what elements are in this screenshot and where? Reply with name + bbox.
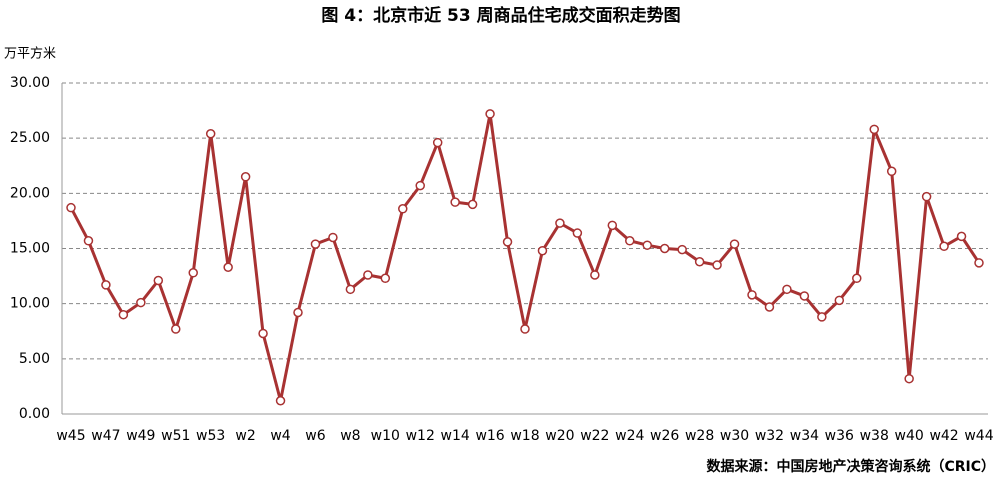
data-point	[729, 239, 740, 249]
data-point	[345, 284, 356, 295]
data-point	[625, 236, 635, 246]
data-point	[398, 204, 408, 214]
data-point	[328, 232, 338, 243]
x-tick-label: w24	[615, 428, 644, 444]
data-point	[380, 273, 391, 284]
data-point	[921, 191, 932, 202]
data-point	[834, 295, 845, 306]
x-tick-label: w36	[825, 428, 854, 444]
data-point	[485, 109, 495, 119]
data-point	[310, 239, 321, 249]
data-point	[205, 129, 216, 139]
data-point	[712, 260, 722, 270]
x-tick-label: w18	[510, 428, 539, 444]
x-tick-label: w2	[235, 428, 255, 444]
y-tick-label: 20.00	[10, 185, 50, 201]
data-point	[782, 284, 792, 295]
data-point	[83, 236, 94, 246]
x-tick-label: w10	[371, 428, 400, 444]
data-point	[572, 228, 583, 238]
x-tick-label: w51	[161, 428, 190, 444]
chart-title: 图 4：北京市近 53 周商品住宅成交面积走势图	[321, 5, 680, 26]
data-point	[293, 307, 303, 318]
data-point	[537, 245, 548, 256]
data-point	[974, 258, 984, 268]
x-tick-label: w44	[964, 428, 993, 444]
data-point	[764, 302, 775, 312]
data-point	[432, 137, 443, 148]
data-point	[642, 240, 652, 250]
x-tick-label: w38	[860, 428, 889, 444]
data-point	[118, 309, 129, 320]
x-tick-label: w28	[685, 428, 714, 444]
data-point	[136, 297, 146, 308]
x-tick-label: w6	[305, 428, 325, 444]
data-point	[590, 270, 600, 280]
data-point	[275, 396, 286, 406]
x-tick-label: w20	[545, 428, 574, 444]
data-point	[747, 290, 757, 300]
y-tick-label: 0.00	[19, 406, 50, 422]
data-point	[659, 243, 670, 254]
data-point	[677, 244, 687, 255]
x-tick-label: w42	[929, 428, 958, 444]
x-tick-label: w16	[475, 428, 504, 444]
data-point	[939, 241, 949, 252]
x-tick-label: w26	[650, 428, 679, 444]
y-tick-label: 10.00	[10, 296, 50, 312]
data-point	[852, 273, 862, 284]
data-point	[223, 262, 233, 273]
data-point	[188, 268, 198, 278]
data-point	[607, 220, 618, 231]
x-tick-label: w32	[755, 428, 784, 444]
data-point	[904, 373, 914, 384]
x-tick-label: w4	[270, 428, 290, 444]
data-point	[799, 291, 810, 301]
x-tick-label: w8	[340, 428, 360, 444]
x-tick-label: w14	[441, 428, 470, 444]
data-point	[502, 237, 513, 247]
data-point	[869, 124, 879, 135]
x-tick-label: w53	[196, 428, 225, 444]
data-point	[817, 312, 827, 322]
data-point	[956, 231, 967, 242]
data-point	[467, 199, 478, 210]
source-note: 数据来源：中国房地产决策咨询系统（CRIC）	[706, 458, 995, 475]
data-point	[450, 197, 460, 207]
x-tick-label: w45	[56, 428, 85, 444]
x-tick-label: w40	[895, 428, 924, 444]
data-point	[415, 180, 425, 191]
x-tick-label: w47	[91, 428, 120, 444]
data-point	[101, 280, 111, 290]
x-tick-label: w12	[406, 428, 435, 444]
data-point	[171, 324, 181, 334]
x-tick-label: w49	[126, 428, 155, 444]
data-point	[240, 172, 251, 182]
y-tick-label: 25.00	[10, 130, 50, 146]
y-tick-label: 5.00	[19, 351, 50, 367]
data-point	[66, 202, 76, 213]
data-point	[555, 218, 565, 228]
y-tick-label: 15.00	[10, 241, 50, 257]
x-tick-label: w22	[580, 428, 609, 444]
data-point	[886, 166, 897, 177]
data-point	[258, 328, 268, 339]
x-tick-label: w34	[790, 428, 819, 444]
data-point	[520, 324, 530, 334]
data-point	[363, 270, 373, 280]
data-point	[694, 256, 705, 267]
data-point	[153, 275, 164, 286]
x-tick-label: w30	[720, 428, 749, 444]
data-line	[69, 112, 981, 403]
y-axis-label: 万平方米	[4, 46, 56, 62]
y-tick-label: 30.00	[10, 75, 50, 91]
